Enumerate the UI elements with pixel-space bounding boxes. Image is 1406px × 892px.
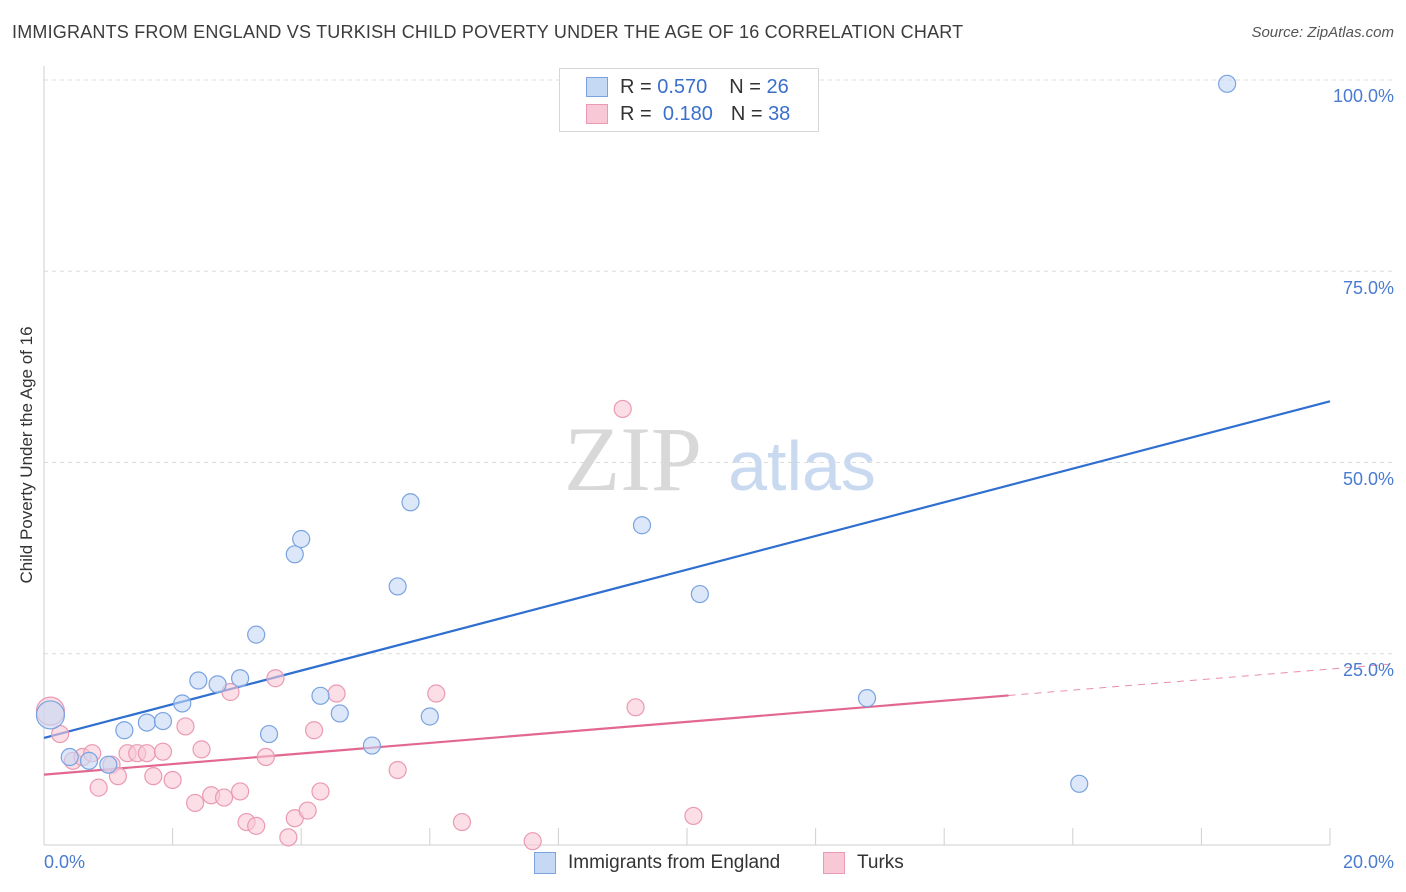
england-point [259,724,279,744]
y-tick-label-25: 25.0% [1342,660,1394,680]
y-tick-label-100: 100.0% [1332,86,1394,106]
legend-row-turks: R = 0.180 N = 38 [586,102,790,126]
england-point [1070,774,1089,793]
legend-r-value: 0.180 [662,102,713,125]
legend-item-england[interactable]: Immigrants from England [534,852,780,874]
turks-point [388,760,407,780]
turks-point [452,812,472,832]
legend-r-value: 0.570 [657,75,708,98]
england-point [208,675,227,694]
england-point [362,736,382,755]
legend-row-england: R = 0.570 N = 26 [586,75,789,99]
watermark-zip: ZIP [564,408,702,510]
turks-trend-line [43,694,1009,776]
turks-point [304,721,324,740]
gridlines [44,79,1392,655]
turks-point [192,740,211,759]
england-point [137,713,156,732]
turks-point [279,828,298,847]
legend-swatch-england [534,852,556,874]
chart-title: IMMIGRANTS FROM ENGLAND VS TURKISH CHILD… [12,22,964,42]
turks-point [327,684,346,703]
turks-point [523,832,542,851]
england-point [189,671,208,690]
turks-point [163,770,182,790]
england-point [330,704,349,723]
source-label: Source: ZipAtlas.com [1251,24,1394,41]
turks-point [613,399,632,419]
england-point [420,707,439,726]
legend-label-england: Immigrants from England [568,852,781,873]
stats-legend: R = 0.570 N = 26 R = 0.180 N = 38 [559,68,819,132]
turks-point [176,717,195,736]
y-tick-label-50: 50.0% [1342,469,1394,489]
turks-point [186,793,205,813]
legend-r-label: R = [620,75,652,98]
legend-n-value: 38 [768,102,791,125]
turks-point [266,669,285,688]
turks-point [144,767,163,786]
turks-point [684,806,703,826]
legend-swatch-turks [823,852,845,874]
england-point [173,694,192,713]
turks-point [427,684,446,703]
england-point [35,700,66,730]
england-point [60,747,79,767]
legend-item-turks[interactable]: Turks [823,852,904,874]
trend-lines [43,400,1391,776]
y-tick-label-75: 75.0% [1342,278,1394,298]
england-points [35,74,1237,793]
england-point [115,721,134,740]
legend-swatch-england [586,77,608,97]
turks-point [247,816,266,835]
england-point [690,584,709,604]
england-point [247,625,266,644]
turks-point [231,782,250,801]
legend-r-label: R = [620,102,652,125]
legend-n-label: N = [729,75,761,98]
turks-point [311,782,330,801]
legend-n-label: N = [730,102,763,125]
england-point [99,755,118,774]
x-tick-label-max: 20.0% [1342,852,1394,872]
england-point [285,545,304,564]
turks-point [214,788,234,807]
turks-point [137,744,156,763]
watermark-atlas: atlas [728,427,876,505]
england-point [231,669,250,688]
legend-n-value: 26 [766,75,789,98]
turks-point [298,801,317,820]
turks-point [256,747,275,767]
england-point [857,689,877,708]
legend-label-turks: Turks [857,852,904,873]
england-point [401,493,420,512]
england-point [79,751,99,770]
england-point [1218,74,1237,93]
legend-swatch-turks [586,104,608,124]
turks-point [89,778,108,797]
turks-point [153,742,173,761]
england-point [311,686,330,705]
england-point [153,711,173,731]
turks-trend-line-extension [1008,663,1391,696]
england-point [632,516,652,535]
turks-point [626,698,645,717]
england-trend-line [43,400,1331,739]
england-point [388,577,407,596]
watermark: ZIP atlas [564,408,876,510]
england-point [292,529,311,549]
x-tick-label-min: 0.0% [44,852,86,872]
